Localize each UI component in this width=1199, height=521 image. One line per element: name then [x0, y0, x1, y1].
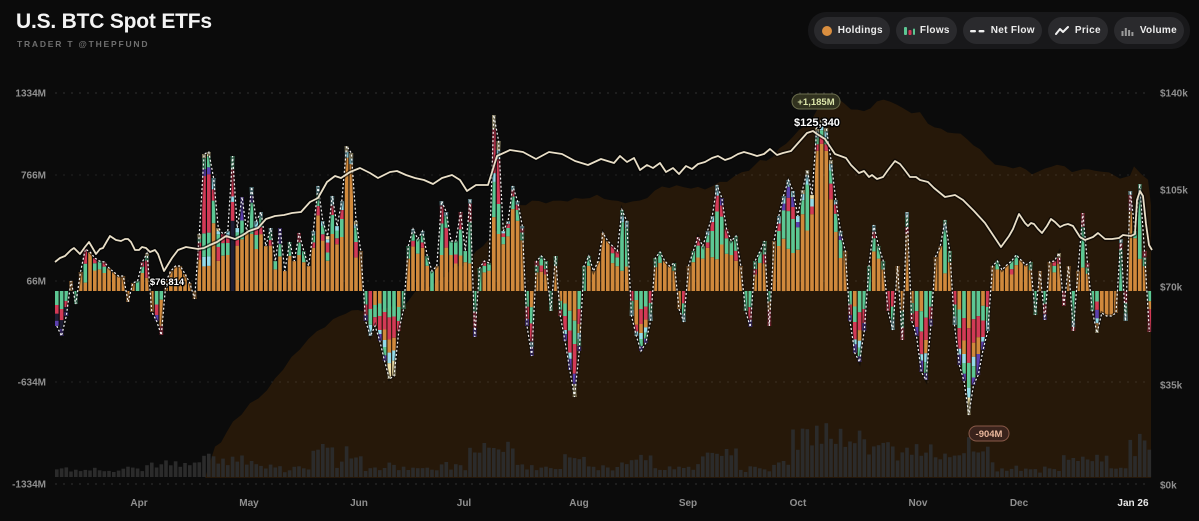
svg-text:$35k: $35k [1160, 381, 1183, 392]
svg-text:Oct: Oct [790, 498, 807, 509]
svg-text:Dec: Dec [1010, 498, 1029, 509]
svg-text:$125,340: $125,340 [794, 117, 840, 129]
svg-text:766M: 766M [21, 171, 46, 182]
svg-text:+1,185M: +1,185M [797, 97, 834, 108]
svg-text:$76,814: $76,814 [150, 277, 185, 288]
svg-text:66M: 66M [27, 277, 46, 288]
svg-text:$0k: $0k [1160, 481, 1177, 492]
svg-text:May: May [239, 498, 259, 509]
svg-text:Jun: Jun [350, 498, 368, 509]
svg-text:Jul: Jul [457, 498, 472, 509]
svg-text:1334M: 1334M [15, 89, 46, 100]
svg-text:-634M: -634M [18, 378, 46, 389]
svg-text:Apr: Apr [130, 498, 147, 509]
svg-text:-904M: -904M [976, 429, 1003, 440]
svg-text:$140k: $140k [1160, 89, 1188, 100]
svg-text:$70k: $70k [1160, 283, 1183, 294]
svg-text:-1334M: -1334M [12, 480, 46, 491]
svg-text:Jan 26: Jan 26 [1117, 498, 1149, 509]
svg-text:Sep: Sep [679, 498, 697, 509]
svg-text:$105k: $105k [1160, 186, 1188, 197]
svg-text:Aug: Aug [569, 498, 588, 509]
svg-text:Nov: Nov [909, 498, 928, 509]
